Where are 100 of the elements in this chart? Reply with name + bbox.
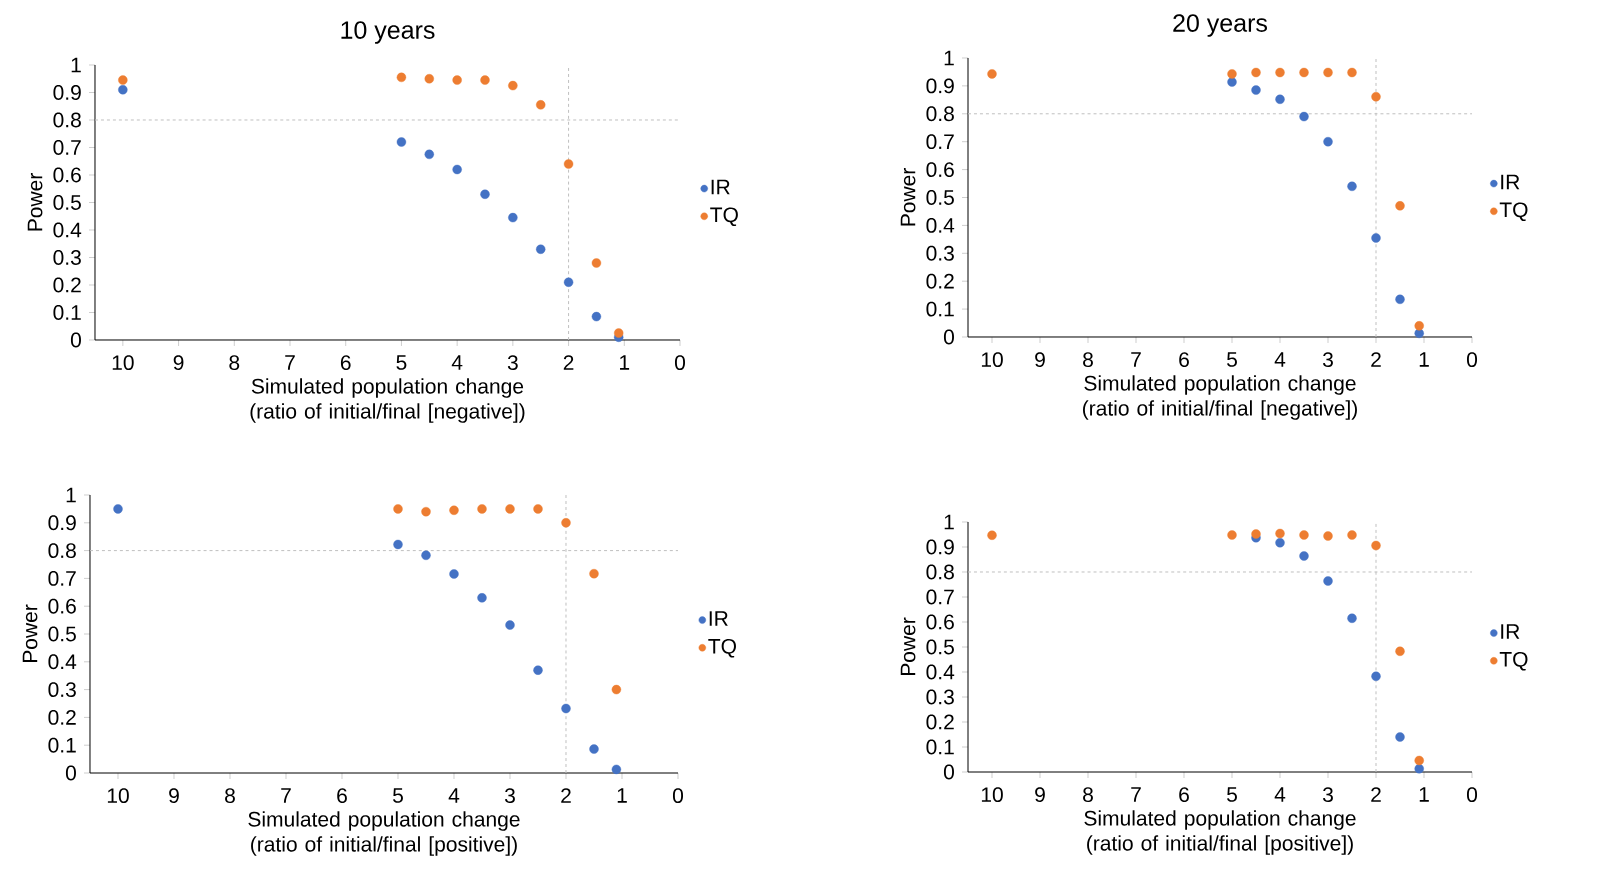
legend-label: TQ — [710, 207, 738, 227]
x-tick-label: 1 — [1419, 787, 1429, 802]
x-tick-label: 0 — [674, 355, 686, 371]
x-tick-label: 0 — [1467, 787, 1478, 803]
y-axis-title: Power — [900, 617, 916, 676]
y-tick-label: 0 — [70, 332, 81, 348]
y-tick-label: 1 — [944, 514, 954, 530]
x-tick-label: 1 — [1419, 352, 1429, 367]
y-tick-label: 0.8 — [53, 112, 81, 128]
y-tick-label: 0.6 — [48, 598, 76, 614]
x-tick-label: 7 — [1131, 352, 1141, 367]
x-axis-title: Simulated population change (ratio of initial/final [negative]) — [1082, 375, 1357, 420]
y-tick-label: 0.3 — [926, 245, 954, 261]
y-tick-label: 0.9 — [926, 539, 954, 555]
y-tick-label: 1 — [71, 57, 81, 73]
y-tick-label: 0.4 — [53, 222, 82, 238]
x-tick-label: 10 — [107, 788, 129, 804]
y-tick-label: 0.5 — [48, 626, 76, 642]
x-tick-label: 2 — [563, 355, 574, 370]
x-tick-label: 2 — [561, 788, 571, 803]
y-tick-label: 0.7 — [926, 134, 954, 150]
x-tick-label: 10 — [112, 355, 134, 371]
y-tick-label: 0.2 — [48, 709, 76, 725]
y-tick-label: 0.9 — [926, 78, 954, 94]
y-axis-title: Power — [22, 604, 38, 663]
x-tick-label: 6 — [1179, 352, 1189, 368]
legend-label: IR — [711, 179, 730, 195]
y-tick-label: 0 — [943, 764, 954, 780]
legend-label: TQ — [708, 638, 736, 658]
y-tick-label: 0.1 — [926, 739, 954, 755]
y-tick-label: 0.3 — [48, 682, 76, 698]
x-tick-label: 1 — [617, 788, 627, 803]
x-tick-label: 4 — [448, 788, 460, 803]
y-tick-label: 0.2 — [53, 277, 81, 293]
x-tick-label: 5 — [1227, 787, 1237, 802]
y-tick-label: 0.8 — [926, 564, 954, 580]
chart-title: 20 years — [1173, 14, 1268, 37]
y-tick-label: 0.7 — [53, 140, 81, 155]
y-tick-label: 0 — [65, 765, 76, 781]
legend-label: TQ — [1499, 202, 1528, 222]
x-axis-title: Simulated population change (ratio of initial/final [negative]) — [250, 378, 525, 423]
x-tick-label: 9 — [173, 355, 184, 371]
x-tick-label: 7 — [281, 788, 291, 803]
x-tick-label: 4 — [1274, 787, 1286, 802]
x-tick-label: 7 — [1131, 787, 1141, 802]
y-tick-label: 0.5 — [926, 639, 954, 655]
y-tick-label: 0.7 — [926, 589, 954, 605]
legend-label: TQ — [1499, 651, 1528, 671]
y-tick-label: 0.1 — [48, 737, 76, 753]
x-tick-label: 5 — [393, 788, 403, 803]
x-tick-label: 5 — [396, 355, 407, 370]
x-tick-label: 6 — [1179, 787, 1189, 803]
y-tick-label: 0.2 — [926, 273, 954, 289]
x-tick-label: 9 — [1035, 352, 1045, 368]
chart-title: 10 years — [341, 21, 435, 44]
y-tick-label: 0.4 — [926, 664, 955, 680]
legend-label: IR — [709, 611, 728, 626]
legend-label: IR — [1501, 624, 1520, 639]
x-tick-label: 3 — [504, 788, 515, 804]
y-tick-label: 0.8 — [48, 543, 76, 559]
y-axis-title: Power — [900, 168, 916, 226]
y-tick-label: 0.3 — [926, 689, 954, 705]
y-tick-label: 0.5 — [53, 195, 81, 210]
y-tick-label: 0 — [943, 329, 954, 345]
x-tick-label: 3 — [1322, 787, 1333, 803]
x-tick-label: 5 — [1227, 352, 1237, 367]
x-tick-label: 9 — [169, 788, 179, 804]
x-tick-label: 7 — [285, 355, 295, 370]
y-tick-label: 0.4 — [48, 654, 77, 670]
y-tick-label: 0.6 — [53, 167, 81, 183]
y-tick-label: 0.8 — [926, 106, 954, 122]
y-axis-title: Power — [27, 173, 43, 231]
x-tick-label: 8 — [229, 355, 240, 371]
x-tick-label: 1 — [620, 355, 630, 370]
y-tick-label: 0.7 — [48, 570, 76, 586]
x-tick-label: 9 — [1035, 787, 1045, 803]
x-tick-label: 4 — [1274, 352, 1286, 367]
x-axis-title: Simulated population change (ratio of initial/final [positive]) — [1084, 810, 1356, 855]
x-tick-label: 3 — [507, 355, 518, 371]
legend-label: IR — [1501, 174, 1520, 190]
x-tick-label: 2 — [1371, 787, 1381, 802]
x-tick-label: 10 — [981, 352, 1003, 368]
y-tick-label: 0.1 — [926, 301, 954, 317]
x-tick-label: 6 — [340, 355, 351, 371]
x-tick-label: 8 — [1083, 787, 1093, 803]
y-tick-label: 0.6 — [926, 162, 954, 178]
x-axis-title: Simulated population change (ratio of initial/final [positive]) — [248, 811, 520, 856]
y-tick-label: 0.1 — [53, 305, 81, 320]
y-tick-label: 1 — [944, 50, 954, 66]
y-tick-label: 0.6 — [926, 614, 954, 630]
y-tick-label: 0.9 — [53, 85, 81, 100]
x-tick-label: 8 — [1083, 352, 1093, 368]
x-tick-label: 10 — [981, 787, 1003, 803]
x-tick-label: 6 — [337, 788, 347, 804]
y-tick-label: 1 — [66, 487, 76, 503]
x-tick-label: 0 — [1467, 352, 1478, 368]
x-tick-label: 2 — [1371, 352, 1381, 367]
x-tick-label: 3 — [1322, 352, 1333, 368]
x-tick-label: 8 — [225, 788, 235, 804]
x-tick-label: 0 — [672, 788, 684, 804]
